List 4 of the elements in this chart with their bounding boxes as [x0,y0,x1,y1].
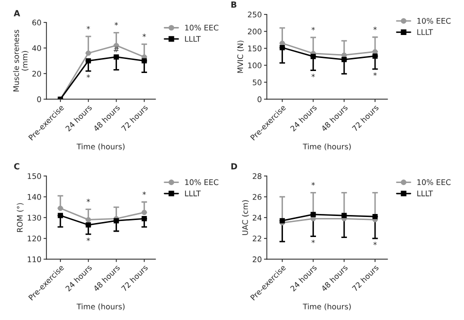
chart-title: A [14,10,20,16]
chart-title: B [231,2,236,8]
chart-title: D [231,163,238,170]
chart-title: C [14,163,20,170]
